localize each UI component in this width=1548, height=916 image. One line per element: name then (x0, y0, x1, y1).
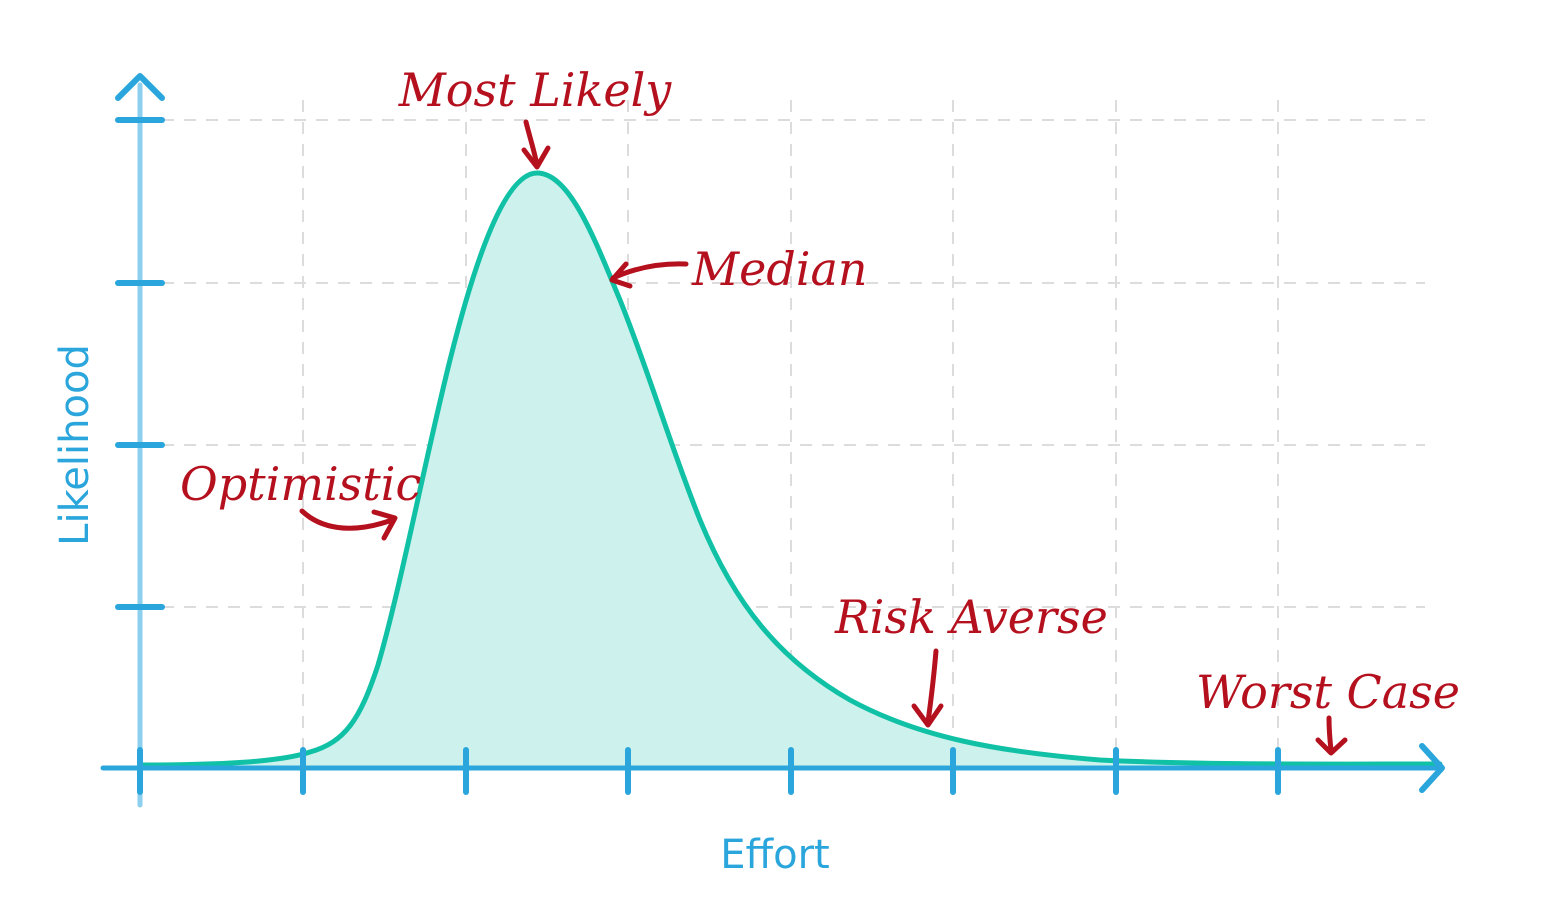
x-axis (100, 743, 1445, 795)
arrowhead-icon (371, 509, 398, 541)
arrowhead-icon (911, 703, 944, 728)
x-axis-arrow-icon (1419, 743, 1445, 793)
annotation-optimistic-label: Optimistic (180, 457, 421, 511)
distribution-area (140, 173, 1440, 768)
y-axis (115, 73, 165, 808)
annotation-most-likely-label: Most Likely (398, 63, 673, 117)
arrow-icon (1326, 715, 1334, 753)
arrowhead-icon (609, 261, 633, 289)
annotation-median-label: Median (691, 242, 868, 296)
arrow-icon (299, 508, 395, 531)
annotation-optimistic: Optimistic (180, 457, 421, 541)
y-axis-label: Likelihood (52, 344, 98, 546)
distribution-curve (137, 170, 1443, 768)
annotation-most-likely: Most Likely (398, 63, 673, 170)
arrowhead-icon (521, 145, 551, 170)
annotation-worst-case-label: Worst Case (1196, 665, 1460, 719)
arrowhead-icon (1315, 737, 1348, 756)
x-axis-label: Effort (720, 832, 829, 878)
arrow-icon (523, 119, 540, 168)
annotation-risk-averse: Risk Averse (834, 590, 1108, 728)
annotation-median: Median (609, 242, 868, 296)
annotation-risk-averse-label: Risk Averse (834, 590, 1108, 644)
y-axis-arrow-icon (115, 73, 165, 101)
annotation-worst-case: Worst Case (1196, 665, 1460, 756)
arrow-icon (925, 648, 939, 725)
